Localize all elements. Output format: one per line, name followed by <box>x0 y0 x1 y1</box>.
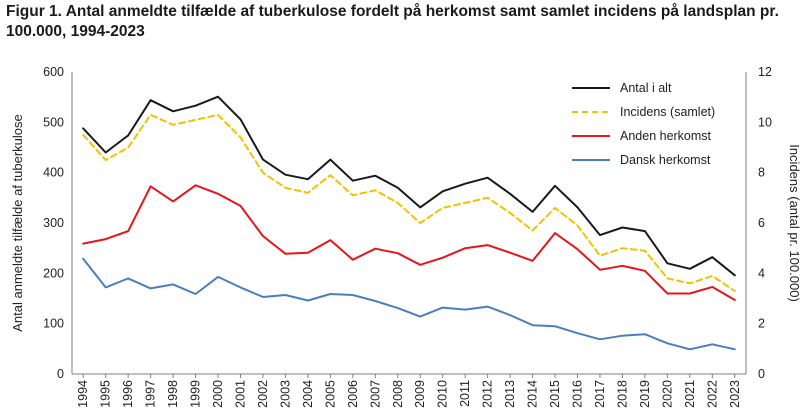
y-axis-left-ticks: 0 100 200 300 400 500 600 <box>43 65 64 381</box>
x-tick-label: 2021 <box>683 380 697 408</box>
x-tick-label: 2010 <box>436 380 450 408</box>
chart-title: Figur 1. Antal anmeldte tilfælde af tube… <box>6 3 779 40</box>
x-tick-label: 1997 <box>144 380 158 408</box>
x-tick-label: 2011 <box>458 380 472 407</box>
y-right-tick-label: 10 <box>758 115 772 129</box>
x-tick-label: 2015 <box>548 380 562 408</box>
legend: Antal i alt Incidens (samlet) Anden herkom… <box>572 81 715 167</box>
x-tick-label: 2003 <box>278 380 292 408</box>
y-right-tick-label: 6 <box>758 216 765 230</box>
x-tick-label: 2001 <box>234 380 248 408</box>
y-right-tick-label: 8 <box>758 166 765 180</box>
x-tick-label: 2019 <box>638 380 652 408</box>
x-tick-label: 2020 <box>660 380 674 408</box>
x-tick-label: 2014 <box>526 380 540 408</box>
x-tick-label: 2013 <box>503 380 517 408</box>
y-right-tick-label: 4 <box>758 266 765 280</box>
x-tick-label: 2009 <box>413 380 427 408</box>
y-left-tick-label: 200 <box>43 266 64 280</box>
x-tick-label: 2012 <box>481 380 495 408</box>
legend-label: Dansk herkomst <box>620 153 711 167</box>
x-tick-label: 1999 <box>189 380 203 408</box>
x-tick-label: 2005 <box>323 380 337 408</box>
y-right-tick-label: 12 <box>758 65 772 79</box>
axis-lines <box>71 72 747 375</box>
y-left-tick-label: 500 <box>43 115 64 129</box>
y-axis-right-label: Incidens (antal pr. 100.000) <box>787 144 800 302</box>
x-axis-ticks: 1994 1995 1996 1997 1998 1999 2000 2001 2002 2003… <box>76 374 742 408</box>
y-axis-right-ticks: 0 2 4 6 8 10 12 <box>758 65 772 381</box>
series-line-incidens-samlet <box>82 113 736 292</box>
x-tick-label: 2000 <box>211 380 225 408</box>
x-tick-label: 2008 <box>391 380 405 408</box>
x-tick-label: 2017 <box>593 380 607 408</box>
series-line-antal-i-alt <box>82 95 736 277</box>
legend-label: Incidens (samlet) <box>620 105 715 119</box>
x-tick-label: 1998 <box>166 380 180 408</box>
x-tick-label: 1996 <box>121 380 135 408</box>
series-line-dansk-herkomst <box>82 257 736 351</box>
x-tick-label: 2006 <box>346 380 360 408</box>
x-tick-label: 2023 <box>728 380 742 408</box>
x-tick-label: 1995 <box>99 380 113 408</box>
series-lines <box>82 95 736 351</box>
y-right-tick-label: 2 <box>758 317 765 331</box>
x-tick-label: 1994 <box>76 380 90 408</box>
legend-label: Antal i alt <box>620 81 672 95</box>
y-right-tick-label: 0 <box>758 367 765 381</box>
y-left-tick-label: 100 <box>43 317 64 331</box>
x-tick-label: 2007 <box>368 380 382 408</box>
x-tick-label: 2016 <box>571 380 585 408</box>
y-axis-left-label: Antal anmeldte tilfælde af tuberkulose <box>10 114 25 332</box>
y-left-tick-label: 0 <box>57 367 64 381</box>
x-tick-label: 2018 <box>615 380 629 408</box>
y-left-tick-label: 400 <box>43 166 64 180</box>
y-left-tick-label: 300 <box>43 216 64 230</box>
x-tick-label: 2002 <box>256 380 270 408</box>
y-left-tick-label: 600 <box>43 65 64 79</box>
series-line-anden-herkomst <box>82 184 736 301</box>
legend-label: Anden herkomst <box>620 129 712 143</box>
x-tick-label: 2004 <box>301 380 315 408</box>
x-tick-label: 2022 <box>705 380 719 408</box>
